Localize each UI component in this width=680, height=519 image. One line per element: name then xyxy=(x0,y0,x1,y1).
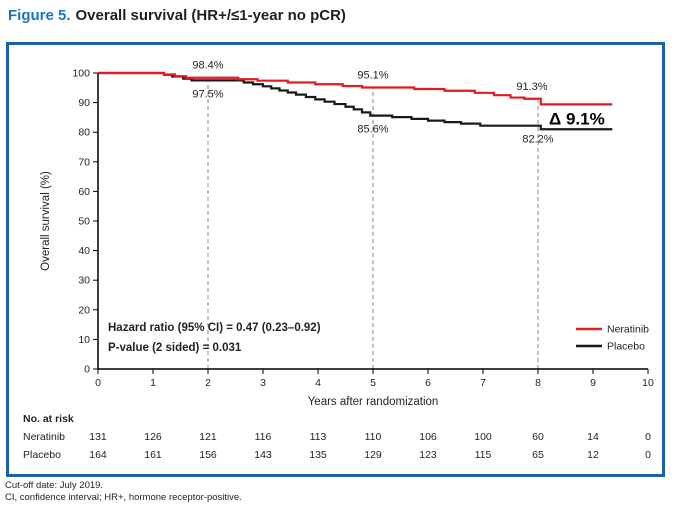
risk-value: 135 xyxy=(309,449,327,461)
curve-value-annotation: 95.1% xyxy=(357,70,388,82)
hazard-ratio-text: Hazard ratio (95% CI) = 0.47 (0.23–0.92) xyxy=(108,322,321,334)
x-axis-title: Years after randomization xyxy=(308,396,439,408)
risk-row-label: Neratinib xyxy=(23,431,65,443)
risk-value: 110 xyxy=(365,431,382,443)
figure-box: 0 1 2 3 4 5 6 7 8 9 10 0 10 20 30 40 50 60 70 80 90 100 Years … xyxy=(6,42,665,477)
risk-value: 156 xyxy=(199,449,217,461)
legend-label-neratinib: Neratinib xyxy=(607,324,649,336)
x-tick-label: 10 xyxy=(642,377,654,389)
y-tick-label: 90 xyxy=(78,97,90,109)
risk-value: 0 xyxy=(645,431,651,443)
p-value-text: P-value (2 sided) = 0.031 xyxy=(108,342,242,354)
y-axis-title: Overall survival (%) xyxy=(40,171,52,271)
risk-row-label: Placebo xyxy=(23,449,61,461)
risk-value: 131 xyxy=(89,431,107,443)
y-tick-label: 80 xyxy=(78,127,90,139)
figure-title-text: Overall survival (HR+/≤1-year no pCR) xyxy=(75,7,346,24)
figure-label: Figure 5. xyxy=(8,7,71,24)
y-tick-label: 70 xyxy=(78,156,90,168)
risk-value: 100 xyxy=(474,431,492,443)
x-tick-label: 6 xyxy=(425,377,431,389)
y-tick-label: 20 xyxy=(78,304,90,316)
y-tick-label: 30 xyxy=(78,275,90,287)
y-tick-label: 0 xyxy=(84,364,90,376)
x-tick-label: 3 xyxy=(260,377,266,389)
curve-value-annotation: 97.5% xyxy=(192,88,223,100)
risk-value: 115 xyxy=(475,449,492,461)
x-tick-label: 8 xyxy=(535,377,541,389)
risk-table-header: No. at risk xyxy=(23,413,74,425)
curve-value-annotation: 98.4% xyxy=(192,60,223,72)
risk-value: 116 xyxy=(255,431,272,443)
y-tick-label: 60 xyxy=(78,186,90,198)
risk-value: 121 xyxy=(199,431,217,443)
placebo-curve xyxy=(98,71,613,131)
x-tick-label: 1 xyxy=(150,377,156,389)
x-tick-label: 2 xyxy=(205,377,211,389)
curve-value-annotation: 82.2% xyxy=(522,134,553,146)
risk-value: 123 xyxy=(419,449,437,461)
risk-value: 129 xyxy=(364,449,382,461)
risk-value: 14 xyxy=(587,431,599,443)
y-tick-label: 40 xyxy=(78,245,90,257)
risk-value: 126 xyxy=(144,431,162,443)
risk-value: 106 xyxy=(419,431,437,443)
x-tick-label: 4 xyxy=(315,377,321,389)
curve-value-annotation: 85.6% xyxy=(357,124,388,136)
x-tick-label: 0 xyxy=(95,377,101,389)
risk-value: 12 xyxy=(587,449,599,461)
km-chart: 0 1 2 3 4 5 6 7 8 9 100102030405060708090100Years … xyxy=(23,60,654,461)
risk-value: 0 xyxy=(645,449,651,461)
delta-annotation: Δ 9.1% xyxy=(549,109,605,128)
y-tick-label: 50 xyxy=(78,216,90,228)
y-tick-label: 10 xyxy=(78,334,90,346)
footnote-abbrev: CI, confidence interval; HR+, hormone re… xyxy=(5,492,242,503)
x-tick-label: 7 xyxy=(480,377,486,389)
y-tick-label: 100 xyxy=(72,68,90,80)
legend-label-placebo: Placebo xyxy=(607,341,645,353)
footnote-cutoff: Cut-off date: July 2019. xyxy=(5,480,104,491)
curve-value-annotation: 91.3% xyxy=(516,81,547,93)
risk-value: 113 xyxy=(310,431,327,443)
risk-value: 143 xyxy=(254,449,272,461)
risk-value: 65 xyxy=(532,449,544,461)
neratinib-curve xyxy=(98,71,613,106)
risk-value: 60 xyxy=(532,431,544,443)
x-tick-label: 5 xyxy=(370,377,376,389)
figure-title: Figure 5. Overall survival (HR+/≤1-year n… xyxy=(8,7,346,24)
risk-value: 164 xyxy=(89,449,107,461)
x-tick-label: 9 xyxy=(590,377,596,389)
risk-value: 161 xyxy=(144,449,162,461)
